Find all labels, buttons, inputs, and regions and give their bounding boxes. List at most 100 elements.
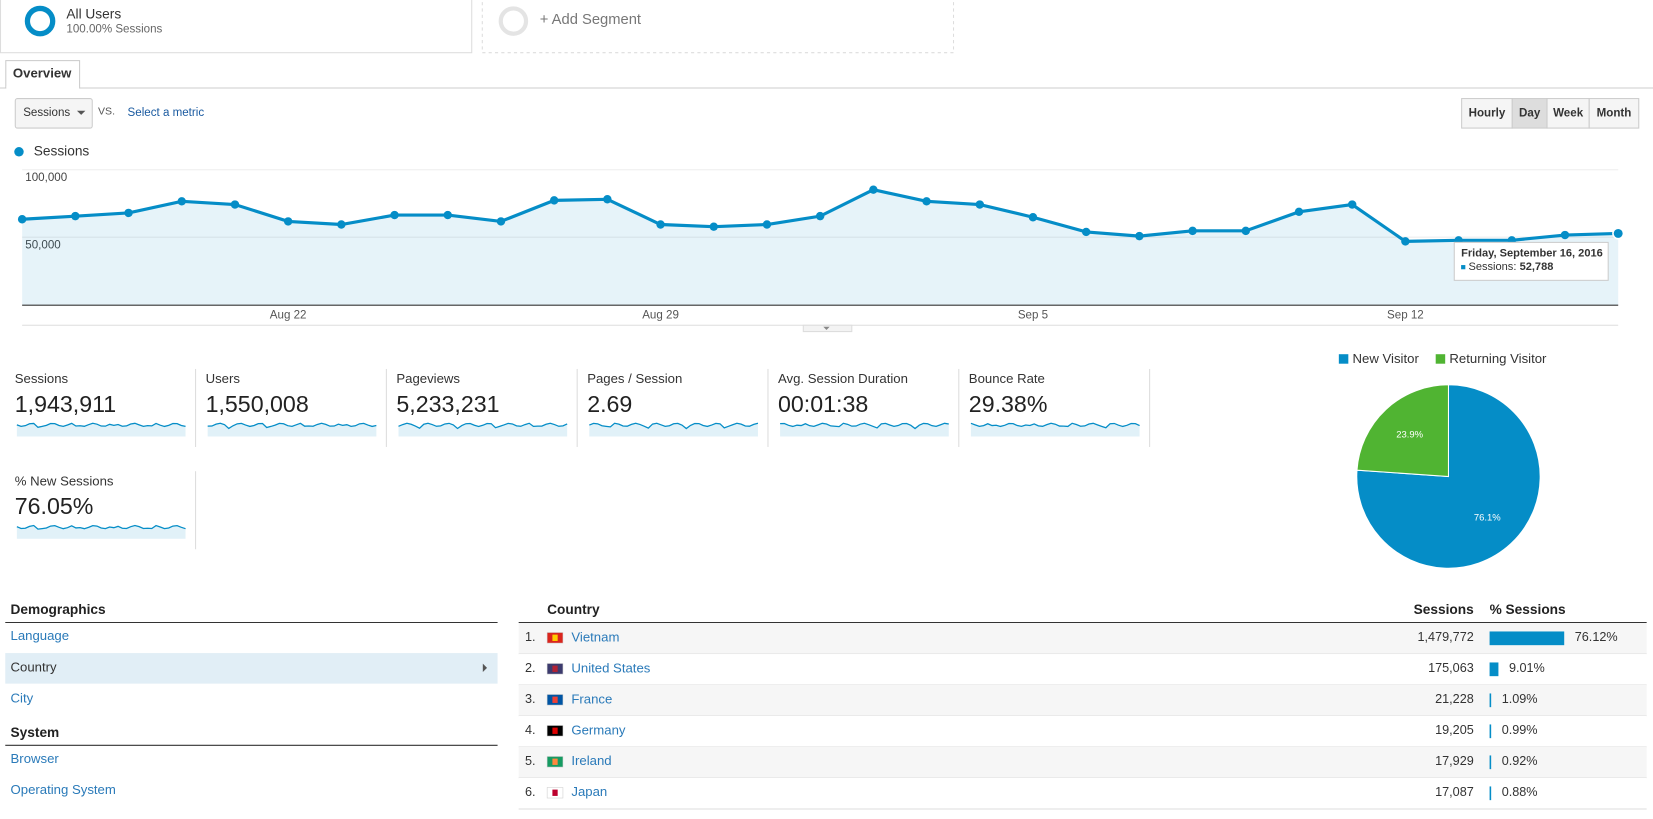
pie-slice[interactable]	[1356, 384, 1449, 478]
point[interactable]	[1294, 207, 1304, 217]
point[interactable]	[71, 211, 80, 221]
area	[22, 189, 1619, 305]
country-link[interactable]: France	[571, 691, 612, 706]
legend-marker	[14, 147, 24, 157]
sparkline	[780, 422, 949, 430]
point[interactable]	[709, 222, 718, 231]
rank: 3.	[525, 692, 536, 706]
rank: 1.	[525, 630, 536, 644]
flag-detail	[552, 665, 558, 672]
nav-section-title: System	[11, 725, 60, 740]
sparkline	[970, 422, 1140, 429]
table-row	[518, 654, 1647, 686]
point[interactable]	[549, 196, 559, 205]
interval-button[interactable]	[1461, 98, 1513, 129]
x-tick-label: Aug 22	[270, 309, 307, 321]
point[interactable]	[337, 220, 346, 229]
point[interactable]	[815, 211, 825, 221]
country-link[interactable]: United States	[571, 660, 650, 675]
interval-button[interactable]	[1588, 98, 1640, 129]
country-link[interactable]: Vietnam	[571, 629, 619, 644]
point[interactable]	[1135, 231, 1144, 241]
share-bar	[1489, 662, 1499, 677]
interval-label[interactable]: Month	[1597, 107, 1632, 119]
point[interactable]	[390, 210, 399, 220]
interval-label[interactable]: Hourly	[1469, 107, 1506, 119]
add-segment[interactable]: + Add Segment	[540, 12, 641, 28]
point[interactable]	[1188, 226, 1197, 236]
point[interactable]	[656, 220, 665, 229]
select-metric[interactable]: Select a metric	[128, 107, 205, 119]
point[interactable]	[177, 197, 186, 206]
point[interactable]	[762, 220, 772, 229]
sessions: 17,929	[1435, 754, 1474, 768]
nav-item[interactable]: Country	[11, 659, 57, 674]
table-row	[518, 685, 1647, 717]
tooltip	[1453, 241, 1609, 281]
point[interactable]	[1241, 226, 1251, 236]
point[interactable]	[869, 185, 878, 194]
metric-value: 00:01:38	[778, 391, 868, 417]
metric-label: % New Sessions	[15, 473, 114, 488]
metric-value: 5,233,231	[396, 391, 499, 417]
sparkline	[589, 422, 759, 430]
point[interactable]	[1081, 227, 1091, 237]
nav-item[interactable]: Language	[11, 628, 70, 643]
point[interactable]	[1028, 213, 1038, 222]
segment-box[interactable]	[0, 0, 473, 54]
nav-item[interactable]: Operating System	[11, 782, 116, 797]
tooltip-title: Friday, September 16, 2016	[1461, 247, 1603, 259]
share-label: 0.92%	[1502, 754, 1538, 768]
rank: 6.	[525, 785, 536, 799]
point[interactable]	[1347, 200, 1357, 209]
tab-label[interactable]: Overview	[13, 65, 72, 80]
nav-item[interactable]: City	[11, 690, 34, 705]
legend-label: Returning Visitor	[1449, 351, 1547, 366]
tooltip-body: Sessions: 52,788	[1469, 261, 1554, 273]
interval-button[interactable]	[1511, 98, 1548, 129]
interval-button[interactable]	[1546, 98, 1590, 129]
legend-label: Sessions	[34, 143, 90, 158]
column-header: Country	[547, 602, 600, 617]
point[interactable]	[922, 197, 931, 206]
segment-name: All Users	[66, 6, 121, 21]
tooltip-series: Sessions:	[1469, 261, 1517, 273]
country-link[interactable]: Germany	[571, 722, 626, 737]
share-bar	[1489, 631, 1565, 646]
tab[interactable]	[5, 60, 81, 89]
metric-value: 1,943,911	[15, 391, 116, 417]
rank: 4.	[525, 723, 536, 737]
metric-value: 29.38%	[969, 391, 1048, 417]
point[interactable]	[496, 217, 506, 226]
point[interactable]	[443, 210, 452, 220]
tooltip-value: 52,788	[1520, 261, 1554, 273]
y-tick-label: 50,000	[25, 240, 60, 252]
point[interactable]	[1612, 227, 1625, 240]
add-segment-box[interactable]	[481, 0, 955, 54]
point[interactable]	[124, 208, 133, 218]
point[interactable]	[17, 215, 27, 224]
point[interactable]	[975, 200, 984, 209]
sessions: 17,087	[1435, 785, 1474, 799]
point[interactable]	[603, 195, 612, 204]
metric-label: Pageviews	[396, 371, 460, 386]
metric-dropdown[interactable]	[14, 98, 93, 129]
nav-section-title: Demographics	[11, 602, 106, 617]
interval-label[interactable]: Day	[1519, 107, 1541, 119]
sparkline-area	[780, 423, 949, 437]
collapse-arrow	[823, 326, 830, 330]
country-link[interactable]: Ireland	[571, 753, 611, 768]
interval-label[interactable]: Week	[1553, 107, 1584, 119]
country-link[interactable]: Japan	[571, 784, 607, 799]
sessions: 21,228	[1435, 692, 1474, 706]
point[interactable]	[283, 217, 293, 226]
nav-item[interactable]: Browser	[11, 751, 60, 766]
metric-dropdown-label[interactable]: Sessions	[23, 107, 70, 119]
share-label: 0.88%	[1502, 785, 1538, 799]
rank: 5.	[525, 754, 536, 768]
point[interactable]	[230, 200, 240, 209]
share-label: 9.01%	[1509, 661, 1545, 675]
point[interactable]	[1401, 237, 1410, 246]
point[interactable]	[1560, 230, 1570, 240]
